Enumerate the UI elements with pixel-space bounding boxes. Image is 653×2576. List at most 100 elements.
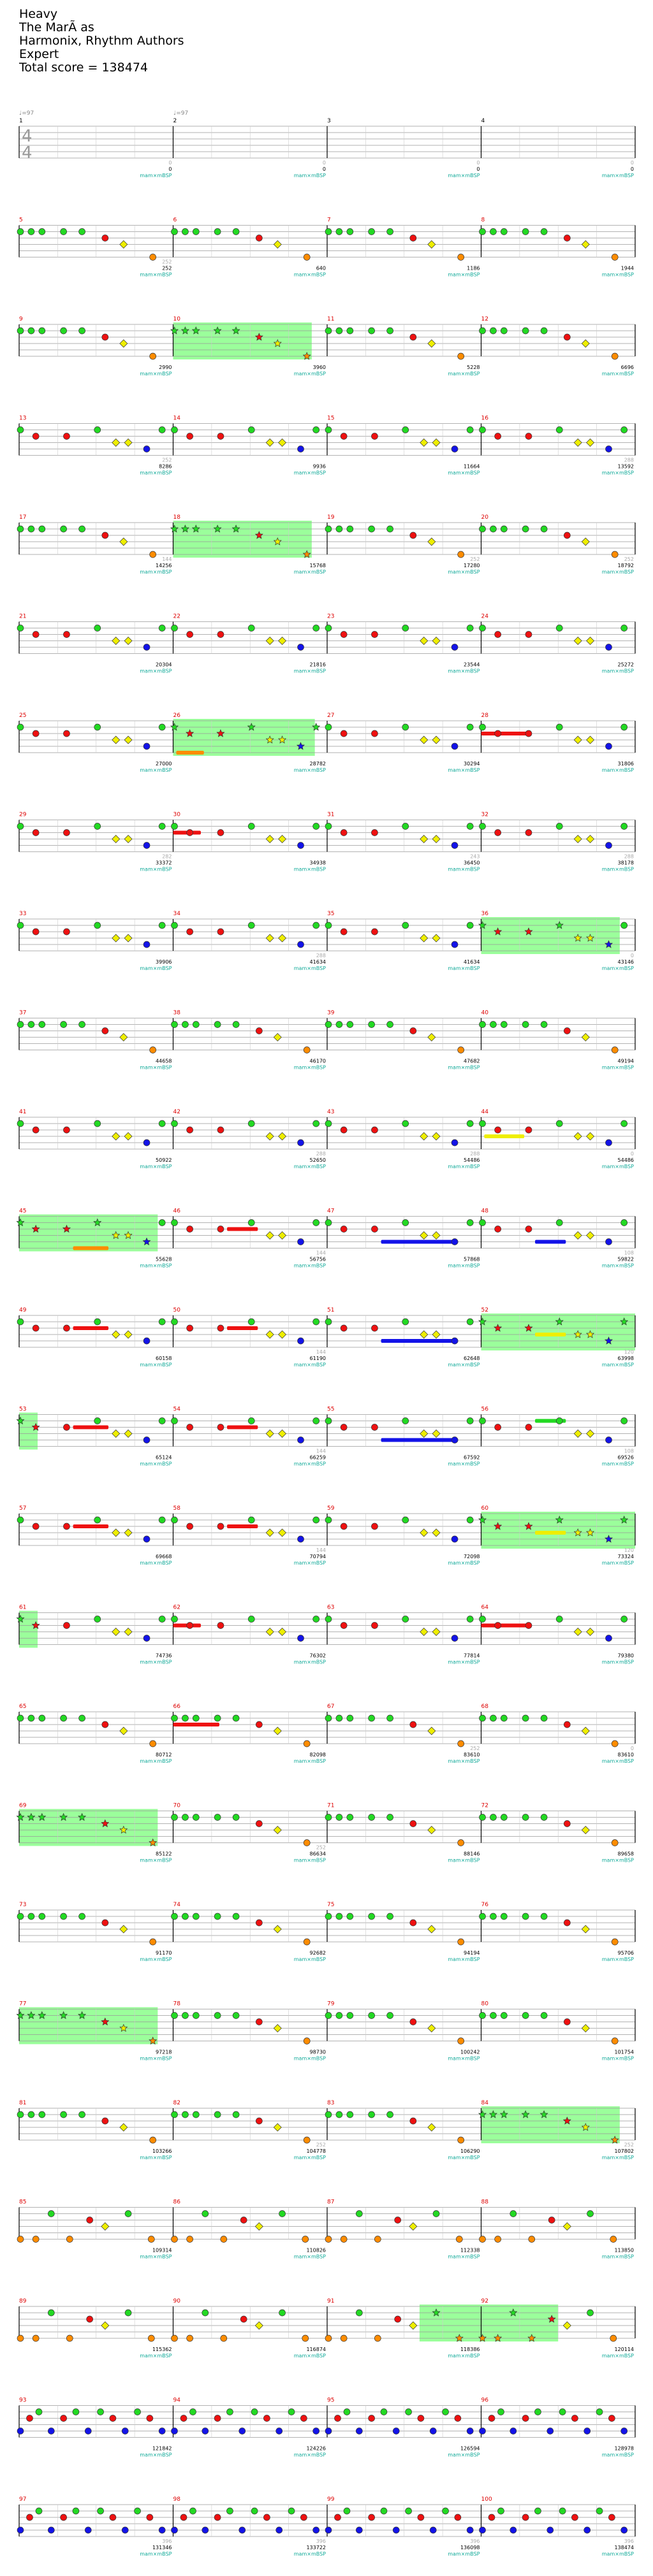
note-gem [611, 2037, 619, 2044]
note-gem [420, 1429, 429, 1438]
measure-number: 90 [173, 2298, 181, 2305]
note-gem [78, 1714, 85, 1722]
note-gem [457, 1839, 465, 1846]
note-gem [563, 333, 571, 341]
note-gem [101, 1721, 109, 1728]
measure-score: 0 [323, 166, 326, 172]
note-gem [158, 1516, 166, 1524]
multiplier-label: mam×mBSP [602, 371, 634, 377]
note-gem [583, 2526, 591, 2534]
multiplier-label: mam×mBSP [602, 2452, 634, 2458]
note-gem [581, 537, 590, 546]
note-streak: 0 [476, 160, 480, 166]
song-charter: Harmonix, Rhythm Authors [19, 34, 184, 48]
note-gem [409, 2222, 418, 2231]
note-gem [94, 922, 101, 929]
measure-number: 1 [19, 118, 23, 124]
star-power-note [302, 550, 311, 558]
multiplier-label: mam×mBSP [602, 1065, 634, 1071]
measure-score: 13592 [618, 464, 634, 470]
note-gem [278, 1330, 287, 1339]
multiplier-label: mam×mBSP [294, 569, 326, 575]
measure-number: 44 [481, 1109, 489, 1115]
note-streak: 252 [162, 259, 172, 265]
note-gem [143, 742, 150, 750]
measure-number: 29 [19, 812, 27, 818]
note-gem [94, 1417, 101, 1424]
measure-number: 38 [173, 1010, 181, 1017]
measure-score: 74736 [156, 1653, 172, 1659]
sustain-bar [535, 1333, 566, 1336]
note-gem [101, 532, 109, 539]
note-gem [540, 525, 548, 533]
note-gem [214, 2514, 221, 2521]
multiplier-label: mam×mBSP [140, 767, 172, 773]
sustain-bar [381, 1339, 459, 1343]
note-gem [500, 1913, 508, 1920]
note-gem [63, 730, 70, 737]
multiplier-label: mam×mBSP [448, 2254, 480, 2260]
note-gem [466, 1318, 474, 1326]
note-gem [555, 723, 563, 731]
note-gem [312, 1219, 320, 1226]
note-gem [119, 1033, 128, 1041]
star-power-section [173, 719, 315, 756]
star-power-note [27, 1813, 36, 1821]
note-gem [563, 532, 571, 539]
note-gem [158, 1318, 166, 1326]
note-gem [47, 2526, 55, 2534]
note-gem [380, 2408, 388, 2415]
note-gem [525, 433, 532, 440]
note-gem [335, 327, 343, 335]
measure-score: 49194 [618, 1059, 634, 1064]
measure-score: 89658 [618, 1851, 634, 1857]
multiplier-label: mam×mBSP [140, 1065, 172, 1071]
multiplier-label: mam×mBSP [602, 1362, 634, 1368]
note-gem [335, 1913, 343, 1920]
note-gem [494, 1226, 502, 1233]
measure-number: 17 [19, 514, 26, 521]
measure-number: 84 [481, 2100, 489, 2106]
note-gem [17, 1913, 24, 1920]
note-gem [525, 829, 532, 836]
measure-number: 16 [481, 416, 489, 422]
note-gem [573, 1429, 582, 1438]
note-gem [109, 2514, 117, 2521]
multiplier-label: mam×mBSP [602, 669, 634, 674]
note-gem [325, 525, 332, 533]
note-gem [38, 327, 46, 335]
multiplier-label: mam×mBSP [602, 2056, 634, 2062]
measure-score: 103266 [152, 2148, 172, 2154]
note-gem [563, 1027, 571, 1034]
note-gem [217, 631, 224, 638]
star-power-note [101, 2017, 110, 2026]
note-streak: 108 [624, 1449, 634, 1454]
note-gem [182, 2012, 189, 2019]
note-gem [371, 1622, 378, 1629]
sustain-bar [73, 1524, 109, 1528]
note-gem [94, 1318, 101, 1326]
note-gem [32, 1126, 40, 1134]
note-gem [27, 228, 35, 235]
multiplier-label: mam×mBSP [140, 1263, 172, 1269]
note-gem [63, 1126, 70, 1134]
star-power-note [101, 1819, 110, 1828]
note-gem [255, 235, 263, 242]
measure-score: 0 [168, 166, 172, 172]
measure-score: 34938 [310, 860, 326, 866]
note-gem [386, 327, 393, 335]
note-gem [355, 2428, 363, 2435]
note-gem [479, 723, 486, 731]
note-streak: 120 [624, 1349, 634, 1355]
measure-number: 8 [481, 217, 485, 224]
note-gem [368, 1714, 375, 1722]
note-gem [101, 1027, 109, 1034]
measure-number: 30 [173, 812, 181, 818]
star-power-section [481, 917, 620, 954]
measure-score: 97218 [156, 2050, 172, 2055]
note-gem [47, 2428, 55, 2435]
note-gem [94, 625, 101, 632]
measure-score: 121842 [152, 2446, 172, 2452]
note-gem [60, 228, 67, 235]
star-power-note [62, 1224, 71, 1233]
